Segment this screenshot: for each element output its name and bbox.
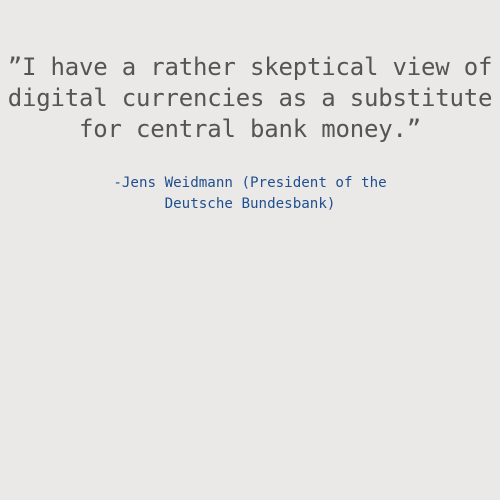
quote-text: ”I have a rather skeptical view of digit…	[0, 52, 500, 145]
quote-line: ”I have a rather skeptical view of	[7, 53, 493, 81]
attribution-line: -Jens Weidmann (President of the	[113, 175, 387, 191]
quote-line: for central bank money.”	[79, 115, 421, 143]
quote-line: digital currencies as a substitute	[7, 84, 493, 112]
quote-attribution: -Jens Weidmann (President of the Deutsch…	[0, 173, 500, 215]
attribution-line: Deutsche Bundesbank)	[164, 196, 336, 212]
